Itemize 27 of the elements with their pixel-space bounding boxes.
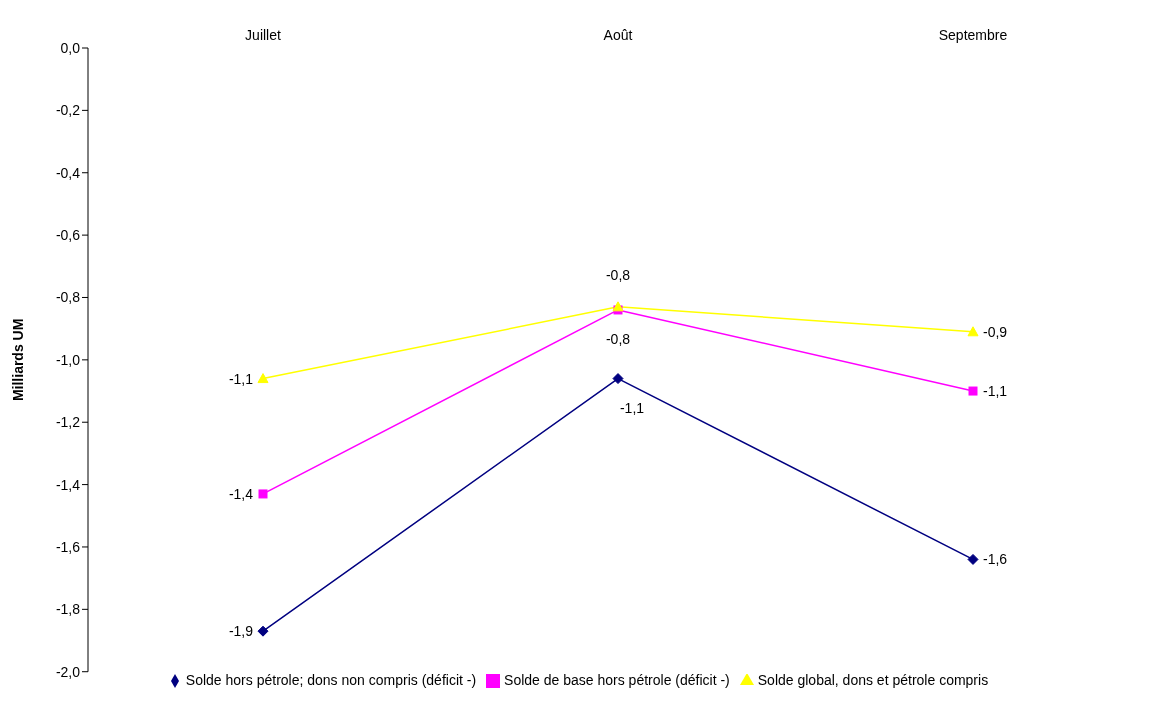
legend-label: Solde global, dons et pétrole compris — [757, 671, 989, 688]
y-tick-label: -0,6 — [55, 227, 81, 244]
data-label: -1,1 — [228, 370, 254, 387]
y-axis-title: Milliards UM — [9, 318, 26, 402]
data-label: -1,9 — [228, 623, 254, 640]
y-tick-label: -1,4 — [55, 476, 81, 493]
y-tick-label: -1,2 — [55, 414, 81, 431]
legend-label: Solde hors pétrole; dons non compris (déficit -) — [185, 671, 477, 688]
data-label: -0,8 — [605, 330, 631, 347]
data-label: -1,1 — [983, 383, 1008, 400]
y-tick-label: -0,8 — [55, 289, 81, 306]
data-label: -0,9 — [983, 323, 1008, 340]
x-tick-label: Juillet — [245, 27, 281, 43]
data-label: -1,1 — [619, 399, 645, 416]
y-tick-label: -1,6 — [55, 538, 81, 555]
x-tick-label: Septembre — [938, 27, 1008, 43]
y-tick-label: 0,0 — [60, 39, 81, 56]
legend-label: Solde de base hors pétrole (déficit -) — [504, 671, 730, 688]
y-tick-label: -0,2 — [55, 102, 81, 119]
x-tick-label: Août — [603, 27, 633, 43]
y-tick-label: -0,4 — [55, 164, 81, 181]
data-label: -1,6 — [983, 551, 1008, 568]
data-label: -0,8 — [605, 266, 631, 283]
y-tick-label: -2,0 — [55, 663, 81, 680]
y-tick-label: -1,8 — [55, 601, 81, 618]
data-label: -1,4 — [228, 485, 254, 502]
y-tick-label: -1,0 — [55, 351, 81, 368]
